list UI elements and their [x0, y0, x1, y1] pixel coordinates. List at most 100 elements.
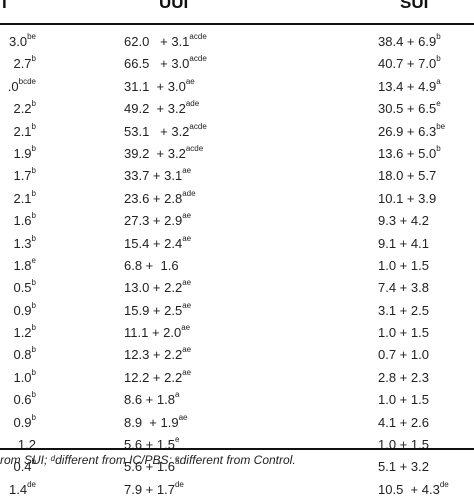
cell-superscript: b: [31, 188, 36, 198]
table-cell: 5.1 + 3.2: [378, 456, 429, 478]
cell-value: 1.0 + 1.5: [378, 257, 429, 273]
table-cell: 18.0 + 5.7: [378, 165, 436, 187]
cell-value: 8.6 + 1.8: [124, 392, 175, 408]
cell-value: 0.7 + 1.0: [378, 347, 429, 363]
cell-value: 1.8: [13, 257, 32, 273]
cell-value: 0.4: [13, 459, 32, 475]
cell-superscript: de: [439, 479, 449, 489]
cell-superscript: b: [31, 143, 36, 153]
cell-superscript: b: [436, 32, 441, 41]
cell-value: 7.4 + 3.8: [378, 280, 429, 296]
cell-superscript: b: [31, 99, 36, 109]
cell-superscript: ae: [182, 233, 192, 243]
table-cell: 9.1 + 4.1: [378, 233, 429, 255]
table-row: 1.0b 12.2 + 2.2ae 2.8 + 2.3: [0, 367, 474, 389]
cell-superscript: be: [436, 121, 446, 131]
header-col-uui: UUI: [159, 0, 189, 12]
cell-superscript: b: [31, 121, 36, 131]
cell-value: 4.1 + 2.6: [378, 414, 429, 430]
cell-value: 15.4 + 2.4: [124, 235, 183, 251]
table-cell: 2.8 + 2.3: [378, 367, 429, 389]
cell-value: 12.2 + 2.2: [124, 369, 183, 385]
table-cell: 0.9b: [0, 300, 36, 322]
table-cell: 2.7b: [0, 53, 36, 75]
cell-value: 1.6: [13, 213, 32, 229]
table-row: 2.7b 66.5 + 3.0acde 40.7 + 7.0b: [0, 53, 474, 75]
table-cell: 13.6 + 5.0b: [378, 143, 441, 165]
cell-superscript: ade: [185, 99, 200, 109]
table-cell: 1.0 + 1.5: [378, 322, 429, 344]
cell-superscript: b: [31, 233, 36, 243]
cell-superscript: a: [436, 76, 441, 86]
table-cell: 1.2b: [0, 322, 36, 344]
table-cell: 62.0 + 3.1acde: [124, 31, 207, 53]
table-cell: 3.1 + 2.5: [378, 300, 429, 322]
cell-superscript: b: [31, 323, 36, 333]
table-cell: 0.9b: [0, 412, 36, 434]
table-cell: 31.1 + 3.0ae: [124, 76, 195, 98]
cell-superscript: be: [27, 32, 36, 41]
table-cell: 5.6 + 1.6a: [124, 456, 179, 478]
cell-superscript: ae: [182, 300, 192, 310]
table-cell: 8.9 + 1.9ae: [124, 412, 187, 434]
table-row: 0.9b 8.9 + 1.9ae 4.1 + 2.6: [0, 412, 474, 434]
cell-superscript: b: [31, 166, 36, 176]
table-row: 0.5b 13.0 + 2.2ae 7.4 + 3.8: [0, 277, 474, 299]
cell-value: 27.3 + 2.9: [124, 213, 183, 229]
table-row: 0.6b 8.6 + 1.8a 1.0 + 1.5: [0, 389, 474, 411]
cell-superscript: a: [174, 457, 180, 467]
table-cell: 2.2b: [0, 98, 36, 120]
cell-value: 1.0 + 1.5: [378, 392, 429, 408]
table-cell: 1.0 + 1.5: [378, 434, 429, 456]
table-cell: 6.8 + 1.6: [124, 255, 179, 277]
cell-value: 0.6: [13, 392, 32, 408]
cell-value: 26.9 + 6.3: [378, 123, 437, 139]
cell-value: 49.2 + 3.2: [124, 101, 186, 117]
cell-value: 0.9: [13, 414, 32, 430]
cell-value: 10.1 + 3.9: [378, 190, 437, 206]
cell-value: 3.1 + 2.5: [378, 302, 429, 318]
table-cell: 3.0be: [0, 31, 36, 53]
cell-value: 62.0 + 3.1: [124, 34, 190, 49]
table-cell: 49.2 + 3.2ade: [124, 98, 199, 120]
table-cell: 1.3b: [0, 233, 36, 255]
table-row: .0bcde 31.1 + 3.0ae 13.4 + 4.9a: [0, 76, 474, 98]
table-cell: 0.7 + 1.0: [378, 344, 429, 366]
cell-superscript: b: [31, 300, 36, 310]
header-rule: [0, 23, 474, 25]
table-cell: 10.5 + 4.3de: [378, 479, 449, 501]
cell-value: 11.1 + 2.0: [124, 325, 182, 341]
table-cell: 8.6 + 1.8a: [124, 389, 179, 411]
cell-value: .0: [7, 78, 19, 94]
cell-value: 13.4 + 4.9: [378, 78, 437, 94]
table-cell: 1.0 + 1.5: [378, 389, 429, 411]
table-row: 0.8b 12.3 + 2.2ae 0.7 + 1.0: [0, 344, 474, 366]
cell-value: 10.5 + 4.3: [378, 481, 440, 497]
bottom-rule: [0, 448, 474, 450]
table-cell: 4.1 + 2.6: [378, 412, 429, 434]
cell-superscript: b: [31, 54, 36, 64]
cell-superscript: ae: [181, 323, 191, 333]
table-cell: 1.0b: [0, 367, 36, 389]
table-cell: 30.5 + 6.5e: [378, 98, 441, 120]
cell-value: 9.3 + 4.2: [378, 213, 429, 229]
cell-superscript: ae: [182, 211, 192, 221]
table-cell: 27.3 + 2.9ae: [124, 210, 191, 232]
cell-value: 0.8: [13, 347, 32, 363]
cell-value: 5.6 + 1.6: [124, 459, 175, 475]
cell-value: 1.2: [13, 325, 32, 341]
table-row: 1.9b 39.2 + 3.2acde 13.6 + 5.0b: [0, 143, 474, 165]
header-col-1: I: [2, 0, 7, 12]
table-row: 2.2b 49.2 + 3.2ade 30.5 + 6.5e: [0, 98, 474, 120]
cell-value: 2.1: [13, 190, 32, 206]
cell-value: 7.9 + 1.7: [124, 481, 175, 497]
cell-superscript: b: [31, 345, 36, 355]
table-row: 1.2b 11.1 + 2.0ae 1.0 + 1.5: [0, 322, 474, 344]
cell-superscript: ae: [182, 278, 192, 288]
header-col-sui: SUI: [400, 0, 429, 12]
cell-superscript: ae: [182, 367, 192, 377]
cell-superscript: acde: [189, 121, 207, 131]
table-cell: 13.4 + 4.9a: [378, 76, 441, 98]
cell-value: 23.6 + 2.8: [124, 190, 183, 206]
footnote-sup-d: d: [50, 454, 56, 463]
